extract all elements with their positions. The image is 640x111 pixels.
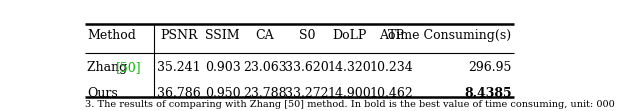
Text: CA: CA — [255, 29, 274, 42]
Text: 33.272: 33.272 — [285, 87, 329, 100]
Text: 23.063: 23.063 — [243, 61, 287, 74]
Text: 33.620: 33.620 — [285, 61, 329, 74]
Text: 14.320: 14.320 — [327, 61, 371, 74]
Text: Zhang: Zhang — [88, 61, 132, 74]
Text: 14.900: 14.900 — [327, 87, 371, 100]
Text: 296.95: 296.95 — [468, 61, 511, 74]
Text: 0.950: 0.950 — [205, 87, 241, 100]
Text: Time Consuming(s): Time Consuming(s) — [388, 29, 511, 42]
Text: 3. The results of comparing with Zhang [50] method. In bold is the best value of: 3. The results of comparing with Zhang [… — [85, 100, 614, 109]
Text: 35.241: 35.241 — [157, 61, 201, 74]
Text: SSIM: SSIM — [205, 29, 240, 42]
Text: Method: Method — [88, 29, 136, 42]
Text: 23.788: 23.788 — [243, 87, 287, 100]
Text: Ours: Ours — [88, 87, 118, 100]
Text: 10.234: 10.234 — [369, 61, 413, 74]
Text: [50]: [50] — [116, 61, 142, 74]
Text: 0.903: 0.903 — [205, 61, 241, 74]
Text: PSNR: PSNR — [161, 29, 198, 42]
Text: 10.462: 10.462 — [369, 87, 413, 100]
Text: AoP: AoP — [379, 29, 404, 42]
Text: 8.4385: 8.4385 — [464, 87, 511, 100]
Text: 36.786: 36.786 — [157, 87, 201, 100]
Text: S0: S0 — [299, 29, 315, 42]
Text: DoLP: DoLP — [332, 29, 366, 42]
